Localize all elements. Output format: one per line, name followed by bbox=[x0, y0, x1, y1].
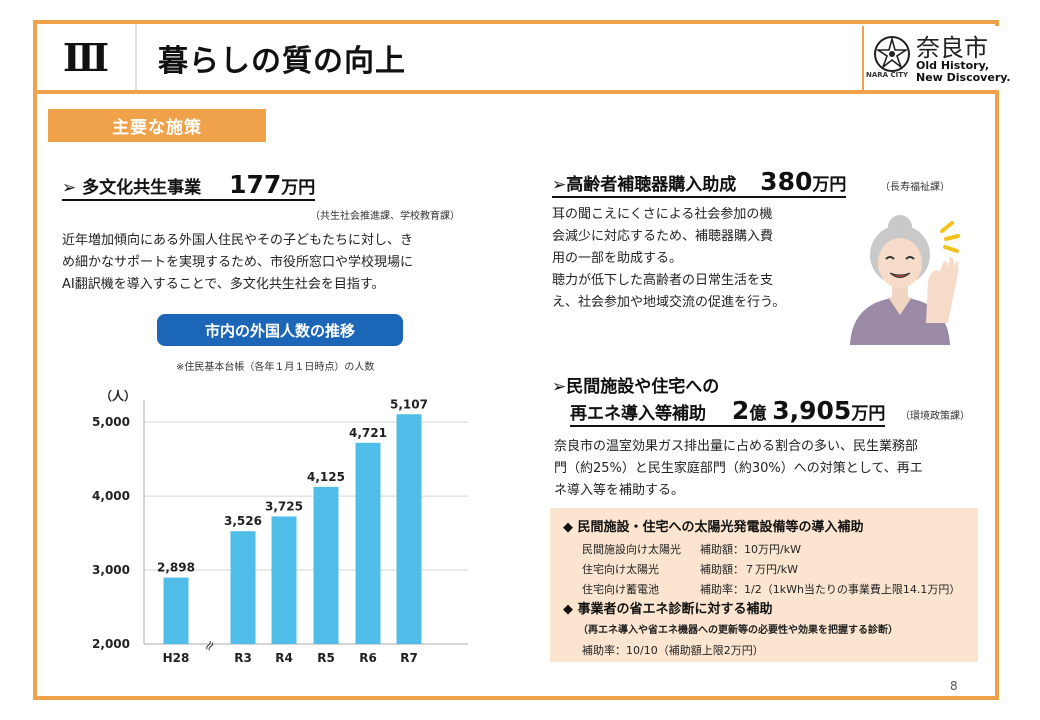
right-top-unit: 万円 bbox=[812, 175, 847, 195]
right-top-amount: 380 bbox=[760, 167, 813, 196]
bar-value-label: 4,125 bbox=[307, 470, 345, 484]
chart-title-pill: 市内の外国人数の推移 bbox=[157, 314, 403, 346]
bar bbox=[230, 531, 256, 644]
section-numeral: Ⅲ bbox=[37, 24, 137, 90]
y-tick-label: 4,000 bbox=[92, 489, 130, 503]
right-bottom-para-line: ネ導入等を補助する。 bbox=[554, 483, 685, 498]
section-badge: 主要な施策 bbox=[48, 109, 266, 142]
left-amount: 177 bbox=[229, 170, 282, 199]
right-bottom-amount-a: 2 bbox=[731, 396, 750, 425]
right-bottom-amount-b: 3,905 bbox=[772, 396, 852, 425]
page-number: 8 bbox=[950, 679, 958, 693]
elderly-woman-illustration bbox=[850, 215, 960, 345]
subsidy-row-label: 住宅向け太陽光 bbox=[582, 563, 659, 576]
logo-small-text: NARA CITY bbox=[866, 71, 909, 79]
y-tick-label: 3,000 bbox=[92, 563, 130, 577]
bar bbox=[396, 414, 422, 644]
right-top-para-line: え、社会参加や地域交流の促進を行う。 bbox=[552, 295, 786, 310]
y-tick-label: 5,000 bbox=[92, 415, 130, 429]
foreign-residents-chart: （人） 2,000 3,000 4,000 5,000 2,898 H28 3,526 R3 3,… bbox=[48, 380, 488, 682]
right-bottom-unit-a: 億 bbox=[749, 404, 767, 424]
right-top-paragraph: 耳の聞こえにくさによる社会参加の機 会減少に対応するため、補聴器購入費 用の一部… bbox=[552, 204, 832, 314]
right-top-para-line: 聴力が低下した高齢者の日常生活を支 bbox=[552, 273, 774, 288]
left-para-line: AI翻訳機を導入することで、多文化共生社会を目指す。 bbox=[62, 277, 385, 292]
right-bottom-dept: （環境政策課） bbox=[900, 411, 970, 422]
subsidy-item-solar: ◆ 民間施設・住宅への太陽光発電設備等の導入補助 bbox=[563, 520, 864, 535]
subsidy-row-label: 民間施設向け太陽光 bbox=[582, 543, 681, 556]
x-tick-label: R3 bbox=[234, 651, 252, 665]
axis-break-mark: ≈ bbox=[200, 637, 220, 655]
right-bottom-unit-b: 万円 bbox=[851, 404, 886, 424]
subsidy-row-value: 補助額：10万円/kW bbox=[700, 543, 801, 556]
subsidy-item-energy-audit: ◆ 事業者の省エネ診断に対する補助 bbox=[563, 602, 773, 617]
right-top-para-line: 用の一部を助成する。 bbox=[552, 251, 683, 266]
left-para-line: 近年増加傾向にある外国人住民やその子どもたちに対し、き bbox=[62, 233, 414, 248]
subsidy-row-value: 補助額：７万円/kW bbox=[700, 563, 798, 576]
x-tick-label: R6 bbox=[359, 651, 377, 665]
right-bottom-paragraph: 奈良市の温室効果ガス排出量に占める割合の多い、民生業務部 門（約25%）と民生家… bbox=[554, 436, 984, 502]
bar-value-label: 5,107 bbox=[390, 397, 428, 411]
right-top-para-line: 会減少に対応するため、補聴器購入費 bbox=[552, 229, 774, 244]
right-bottom-para-line: 奈良市の温室効果ガス排出量に占める割合の多い、民生業務部 bbox=[554, 439, 919, 454]
deer-emblem-icon bbox=[874, 35, 910, 72]
right-bottom-para-line: 門（約25%）と民生家庭部門（約30%）への対策として、再エ bbox=[554, 461, 923, 476]
page-frame bbox=[33, 20, 999, 700]
right-bottom-title-line1: ➢民間施設や住宅への bbox=[552, 377, 720, 397]
bar bbox=[313, 486, 339, 644]
left-paragraph: 近年増加傾向にある外国人住民やその子どもたちに対し、き め細かなサポートを実現す… bbox=[62, 230, 482, 296]
subsidy-audit-rate: 補助率：10/10（補助額上限2万円） bbox=[582, 644, 764, 657]
y-tick-label: 2,000 bbox=[92, 637, 130, 651]
left-para-line: め細かなサポートを実現するため、市役所窓口や学校現場に bbox=[62, 255, 414, 270]
subsidy-audit-note: （再エネ導入や省エネ機器への更新等の必要性や効果を把握する診断） bbox=[578, 625, 898, 636]
chart-svg: （人） 2,000 3,000 4,000 5,000 2,898 H28 3,526 R3 3,… bbox=[92, 388, 468, 665]
x-tick-label: R4 bbox=[275, 651, 293, 665]
logo-tagline-2: New Discovery. bbox=[916, 71, 1011, 84]
x-tick-label: H28 bbox=[163, 651, 190, 665]
bar-value-label: 3,725 bbox=[265, 499, 303, 513]
logo-city-name: 奈良市 bbox=[916, 34, 988, 62]
left-unit: 万円 bbox=[281, 178, 316, 198]
logo-tagline: Old History, New Discovery. bbox=[916, 60, 1011, 84]
bar-value-label: 4,721 bbox=[349, 426, 387, 440]
city-logo bbox=[862, 26, 1000, 90]
right-top-section-title: ➢高齢者補聴器購入助成 380万円 bbox=[552, 167, 847, 198]
right-top-para-line: 耳の聞こえにくさによる社会参加の機 bbox=[552, 207, 773, 222]
x-tick-label: R5 bbox=[317, 651, 335, 665]
bar-value-label: 3,526 bbox=[224, 514, 262, 528]
right-bottom-title-line2: 再エネ導入等補助 2億 3,905万円 bbox=[570, 396, 886, 427]
bar-value-label: 2,898 bbox=[157, 561, 195, 575]
left-dept: （共生社会推進課、学校教育課） bbox=[310, 211, 460, 222]
subsidy-row-value: 補助率：1/2（1kWh当たりの事業費上限14.1万円） bbox=[700, 583, 961, 596]
bar bbox=[271, 516, 297, 644]
chart-note: ※住民基本台帳（各年１月１日時点）の人数 bbox=[176, 362, 375, 373]
left-section-title: ➢ 多文化共生事業 177万円 bbox=[62, 170, 316, 201]
header-band bbox=[37, 24, 995, 94]
subsidy-details-box bbox=[550, 508, 978, 662]
y-axis-label: （人） bbox=[100, 388, 136, 403]
left-title-text: ➢ 多文化共生事業 bbox=[62, 178, 202, 198]
right-top-dept: （長寿福祉課） bbox=[880, 182, 950, 193]
page-title: 暮らしの質の向上 bbox=[158, 44, 406, 79]
x-tick-label: R7 bbox=[400, 651, 418, 665]
bar bbox=[163, 577, 189, 644]
subsidy-row-label: 住宅向け蓄電池 bbox=[582, 583, 659, 596]
logo-tagline-1: Old History, bbox=[916, 59, 990, 72]
right-top-title-text: ➢高齢者補聴器購入助成 bbox=[552, 175, 737, 195]
bar bbox=[355, 442, 381, 644]
right-bottom-title-text: 再エネ導入等補助 bbox=[570, 404, 706, 424]
